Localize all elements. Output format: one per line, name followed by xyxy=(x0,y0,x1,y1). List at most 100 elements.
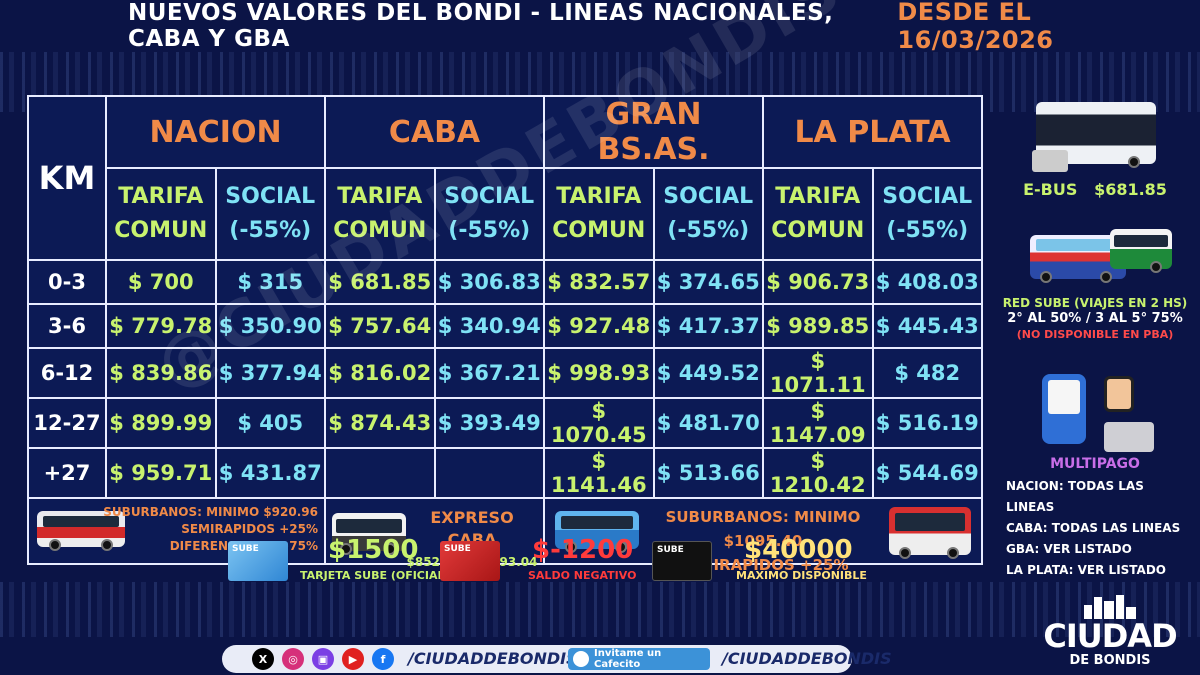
multipago-la-plata: LA PLATA: VER LISTADO xyxy=(1006,563,1167,577)
social-value: $ 408.03 xyxy=(871,259,983,305)
header: NUEVOS VALORES DEL BONDI - LINEAS NACION… xyxy=(0,0,1200,54)
social-value: $ 544.69 xyxy=(871,447,983,499)
table-row: +27 $ 959.71 $ 431.87 $ 1141.46 $ 513.66 $ 12… xyxy=(27,447,983,499)
sube-card-black-icon: SUBE xyxy=(652,541,712,581)
social-value: $ 374.65 xyxy=(652,259,764,305)
card-price-label: TARJETA SUBE (OFICIAL) xyxy=(300,569,450,582)
semirapidos-nacion: SEMIRAPIDOS +25% xyxy=(181,522,318,536)
red-bus-icon xyxy=(889,507,971,559)
region-caba: CABA xyxy=(324,95,545,169)
red-sube-discounts: 2° AL 50% / 3 AL 5° 75% xyxy=(1007,311,1183,326)
km-range: 0-3 xyxy=(27,259,107,305)
ebus-label: E-BUS xyxy=(1023,180,1078,199)
tarifa-value: $ 1141.46 xyxy=(543,447,655,499)
social-value: $ 340.94 xyxy=(433,303,545,349)
social-value: $ 449.52 xyxy=(652,347,764,399)
social-value: $ 516.19 xyxy=(871,397,983,449)
social-value: $ 393.49 xyxy=(433,397,545,449)
tarifa-value: $ 874.43 xyxy=(324,397,436,449)
negative-balance-amount: $-1200 xyxy=(532,535,634,565)
fares-table: KM NACION CABA GRAN BS.AS. LA PLATA TARI… xyxy=(27,95,983,574)
suburbanos-nacion: SUBURBANOS: MINIMO $920.96 xyxy=(103,505,318,519)
ebus-card-icon xyxy=(1032,150,1068,172)
table-row: 3-6 $ 779.78 $ 350.90 $ 757.64 $ 340.94 $ 927… xyxy=(27,303,983,349)
tarifa-value: $ 681.85 xyxy=(324,259,436,305)
tarifa-value: $ 959.71 xyxy=(105,447,217,499)
tarifa-value: $ 832.57 xyxy=(543,259,655,305)
social-value xyxy=(433,447,545,499)
km-range: 3-6 xyxy=(27,303,107,349)
tarifa-value: $ 899.99 xyxy=(105,397,217,449)
social-bar: X ◎ ▣ ▶ f /CIUDADDEBONDIS Invitame un Ca… xyxy=(222,645,892,673)
ebus-icon xyxy=(1036,102,1156,168)
tarifa-value: $ 839.86 xyxy=(105,347,217,399)
facebook-icon[interactable]: f xyxy=(372,648,394,670)
semirapidos-gba: SEMIRAPIDOS +25% xyxy=(677,556,849,574)
social-value: $ 367.21 xyxy=(433,347,545,399)
city-skyline-icon xyxy=(1080,595,1140,619)
tarifa-value: $ 757.64 xyxy=(324,303,436,349)
region-la-plata: LA PLATA xyxy=(762,95,983,169)
footer-gba: SUBURBANOS: MINIMO $1095.40 SEMIRAPIDOS … xyxy=(543,497,983,574)
sube-cards-row: SUBE $1500 TARJETA SUBE (OFICIAL) SUBE $… xyxy=(0,535,1200,587)
red-sube-bus-green-icon xyxy=(1110,229,1172,273)
multipago-panel: MULTIPAGO NACION: TODAS LAS LINEAS CABA:… xyxy=(1000,370,1190,577)
suburbanos-gba: SUBURBANOS: MINIMO $1095.40 xyxy=(665,508,861,550)
subheader-tarifa: TARIFA COMUN xyxy=(324,167,436,261)
suburban-bus-icon xyxy=(37,511,125,551)
tarifa-value: $ 779.78 xyxy=(105,303,217,349)
red-sube-panel: RED SUBE (VIAJES EN 2 HS) 2° AL 50% / 3 … xyxy=(1000,225,1190,355)
tarifa-value: $ 816.02 xyxy=(324,347,436,399)
max-balance-label: MAXIMO DISPONIBLE xyxy=(736,569,867,582)
social-value: $ 482 xyxy=(871,347,983,399)
table-row: 6-12 $ 839.86 $ 377.94 $ 816.02 $ 367.21 $ 99… xyxy=(27,347,983,399)
ebus-panel: E-BUS $681.85 xyxy=(1000,100,1190,200)
red-sube-note: (NO DISPONIBLE EN PBA) xyxy=(1016,328,1174,341)
subheader-social: SOCIAL (-55%) xyxy=(652,167,764,261)
social-value: $ 481.70 xyxy=(652,397,764,449)
tarifa-value: $ 906.73 xyxy=(762,259,874,305)
cafecito-button[interactable]: Invitame un Cafecito xyxy=(568,648,710,670)
social-handle[interactable]: /CIUDADDEBONDIS xyxy=(408,649,578,668)
multipago-nacion: NACION: TODAS LAS LINEAS xyxy=(1006,479,1144,514)
background-pattern-bottom xyxy=(0,582,1200,637)
km-range: +27 xyxy=(27,447,107,499)
page-title: NUEVOS VALORES DEL BONDI - LINEAS NACION… xyxy=(128,0,834,52)
x-icon[interactable]: X xyxy=(252,648,274,670)
social-value: $ 417.37 xyxy=(652,303,764,349)
gba-bus-icon xyxy=(555,511,639,553)
subheader-tarifa: TARIFA COMUN xyxy=(105,167,217,261)
subheader-social: SOCIAL (-55%) xyxy=(433,167,545,261)
tarifa-value xyxy=(324,447,436,499)
effective-date: DESDE EL 16/03/2026 xyxy=(897,0,1054,54)
negative-balance-label: SALDO NEGATIVO xyxy=(528,569,637,582)
subheader-social: SOCIAL (-55%) xyxy=(214,167,326,261)
social-value: $ 377.94 xyxy=(214,347,326,399)
footer-nacion: SUBURBANOS: MINIMO $920.96 SEMIRAPIDOS +… xyxy=(27,497,326,565)
region-gba: GRAN BS.AS. xyxy=(543,95,764,169)
cafecito-handle[interactable]: /CIUDADDEBONDIS xyxy=(722,649,892,668)
social-value: $ 445.43 xyxy=(871,303,983,349)
cafecito-label: Invitame un Cafecito xyxy=(594,648,662,670)
red-sube-title: RED SUBE (VIAJES EN 2 HS) xyxy=(1002,296,1188,310)
youtube-icon[interactable]: ▶ xyxy=(342,648,364,670)
multipago-caba: CABA: TODAS LAS LINEAS xyxy=(1006,521,1181,535)
coffee-icon xyxy=(573,651,589,667)
km-range: 12-27 xyxy=(27,397,107,449)
tarifa-value: $ 1071.11 xyxy=(762,347,874,399)
social-value: $ 405 xyxy=(214,397,326,449)
sube-card-blue-icon: SUBE xyxy=(228,541,288,581)
tarifa-value: $ 927.48 xyxy=(543,303,655,349)
instagram-icon[interactable]: ◎ xyxy=(282,648,304,670)
table-row: 12-27 $ 899.99 $ 405 $ 874.43 $ 393.49 $ 1070… xyxy=(27,397,983,449)
tarifa-value: $ 1147.09 xyxy=(762,397,874,449)
subheader-social: SOCIAL (-55%) xyxy=(871,167,983,261)
express-bus-icon xyxy=(332,513,406,555)
social-value: $ 306.83 xyxy=(433,259,545,305)
km-range: 6-12 xyxy=(27,347,107,399)
twitch-icon[interactable]: ▣ xyxy=(312,648,334,670)
footer-caba: EXPRESO CABA $852.31 - $1093.04 xyxy=(324,497,545,569)
sube-card-red-icon: SUBE xyxy=(440,541,500,581)
multipago-gba: GBA: VER LISTADO xyxy=(1006,542,1132,556)
max-balance-amount: $40000 xyxy=(744,535,853,565)
